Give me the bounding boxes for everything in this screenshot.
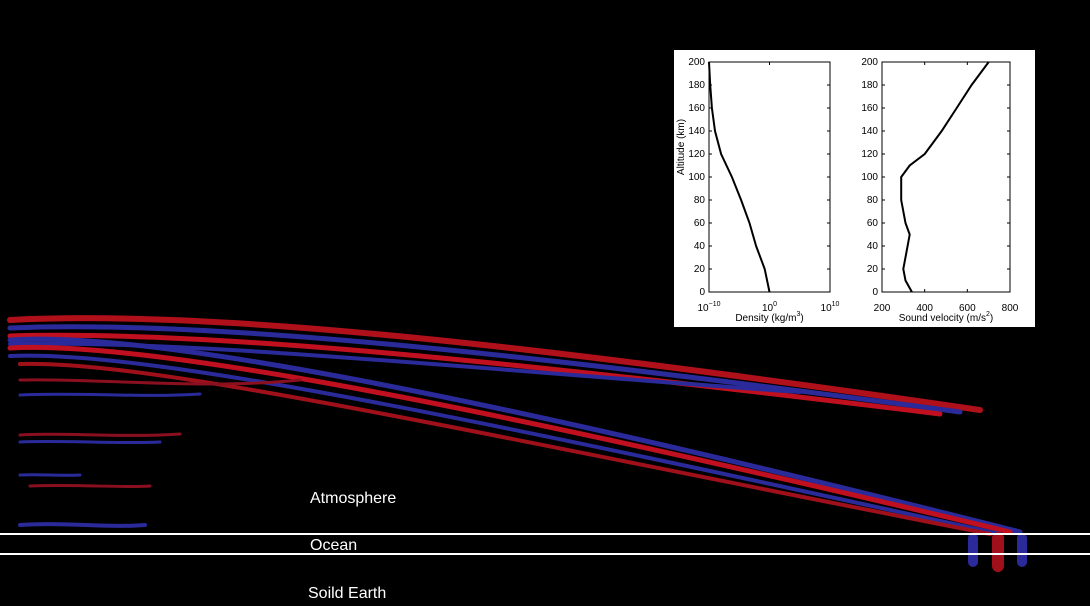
y-tick-label: 20 xyxy=(867,264,879,275)
layer-label: Soild Earth xyxy=(308,585,386,602)
x-tick-label: 600 xyxy=(959,303,976,314)
y-tick-label: 60 xyxy=(867,218,879,229)
layer-label: Ocean xyxy=(310,537,357,554)
y-tick-label: 100 xyxy=(688,172,705,183)
x-tick-label: 800 xyxy=(1002,303,1019,314)
y-tick-label: 100 xyxy=(861,172,878,183)
x-tick-label: 1010 xyxy=(821,301,840,313)
layer-label: Atmosphere xyxy=(310,490,396,507)
y-tick-label: 140 xyxy=(688,126,705,137)
x-tick-label: 10−10 xyxy=(698,301,721,313)
y-tick-label: 160 xyxy=(861,103,878,114)
y-tick-label: 120 xyxy=(861,149,878,160)
y-tick-label: 20 xyxy=(694,264,706,275)
y-tick-label: 140 xyxy=(861,126,878,137)
y-tick-label: 120 xyxy=(688,149,705,160)
wavefield xyxy=(7,315,1027,572)
y-tick-label: 160 xyxy=(688,103,705,114)
x-tick-label: 100 xyxy=(762,301,777,313)
x-axis-label: Sound velocity (m/s2) xyxy=(899,311,994,323)
x-tick-label: 200 xyxy=(874,303,891,314)
x-axis-label: Density (kg/m3) xyxy=(735,311,803,323)
y-axis-label: Altitude (km) xyxy=(676,119,687,175)
y-tick-label: 80 xyxy=(867,195,879,206)
y-tick-label: 40 xyxy=(867,241,879,252)
x-tick-label: 400 xyxy=(916,303,933,314)
y-tick-label: 80 xyxy=(694,195,706,206)
y-tick-label: 200 xyxy=(688,57,705,68)
y-tick-label: 60 xyxy=(694,218,706,229)
y-tick-label: 200 xyxy=(861,57,878,68)
inset-panel xyxy=(674,50,1035,327)
profile-line xyxy=(708,61,771,293)
y-tick-label: 0 xyxy=(699,287,705,298)
profile-line xyxy=(900,61,990,293)
y-tick-label: 180 xyxy=(688,80,705,91)
y-tick-label: 180 xyxy=(861,80,878,91)
y-tick-label: 40 xyxy=(694,241,706,252)
y-tick-label: 0 xyxy=(872,287,878,298)
